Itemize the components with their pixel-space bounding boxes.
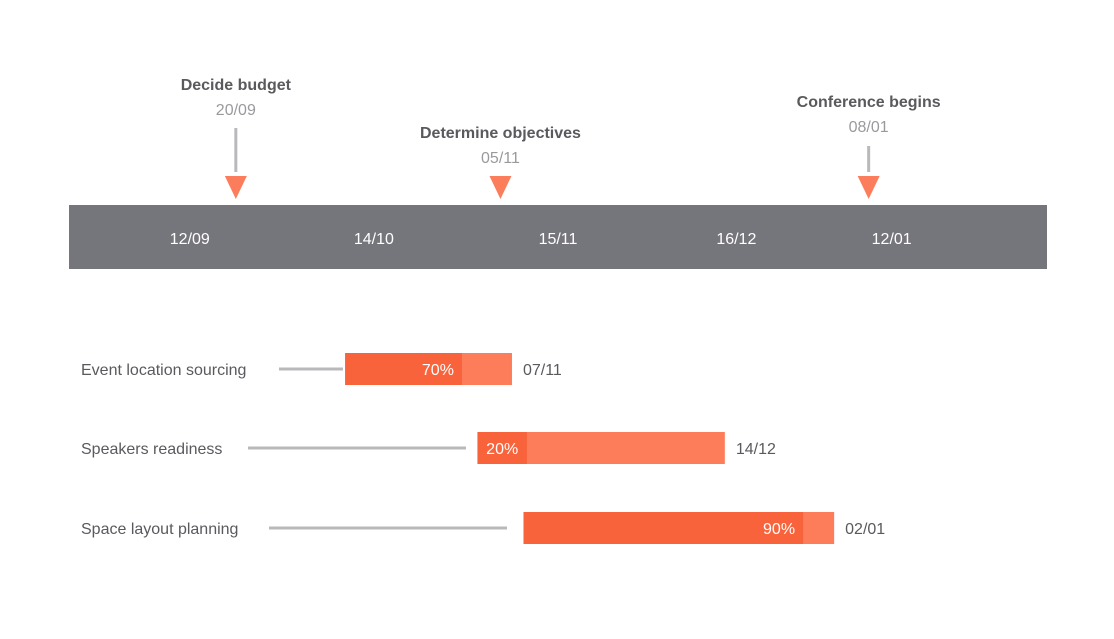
task-label: Speakers readiness — [81, 441, 222, 458]
milestone-marker — [224, 176, 247, 199]
axis-tick-label: 12/01 — [872, 231, 912, 248]
milestone-title: Decide budget — [181, 77, 292, 94]
axis-tick-label: 15/11 — [539, 231, 578, 248]
task-end-date: 14/12 — [736, 441, 776, 458]
task-end-date: 02/01 — [845, 521, 885, 538]
milestone-marker — [489, 176, 512, 199]
axis-tick-label: 14/10 — [354, 231, 394, 248]
task-progress-bar — [477, 432, 527, 464]
axis-tick-label: 12/09 — [170, 231, 210, 248]
milestone-date: 08/01 — [849, 119, 889, 136]
milestone-date: 05/11 — [481, 150, 520, 167]
timeline-band — [69, 205, 1047, 269]
milestone-title: Conference begins — [797, 94, 941, 111]
task-progress-bar — [523, 512, 804, 544]
task-progress-bar — [345, 353, 462, 385]
task-progress-label: 70% — [422, 362, 454, 379]
axis-tick-label: 16/12 — [716, 231, 756, 248]
milestone-title: Determine objectives — [420, 125, 581, 142]
task-end-date: 07/11 — [523, 362, 562, 379]
task-progress-label: 20% — [486, 441, 518, 458]
milestone-date: 20/09 — [216, 102, 256, 119]
task-label: Space layout planning — [81, 521, 238, 538]
task-progress-label: 90% — [763, 521, 795, 538]
task-label: Event location sourcing — [81, 362, 246, 379]
milestone-marker — [857, 176, 880, 199]
